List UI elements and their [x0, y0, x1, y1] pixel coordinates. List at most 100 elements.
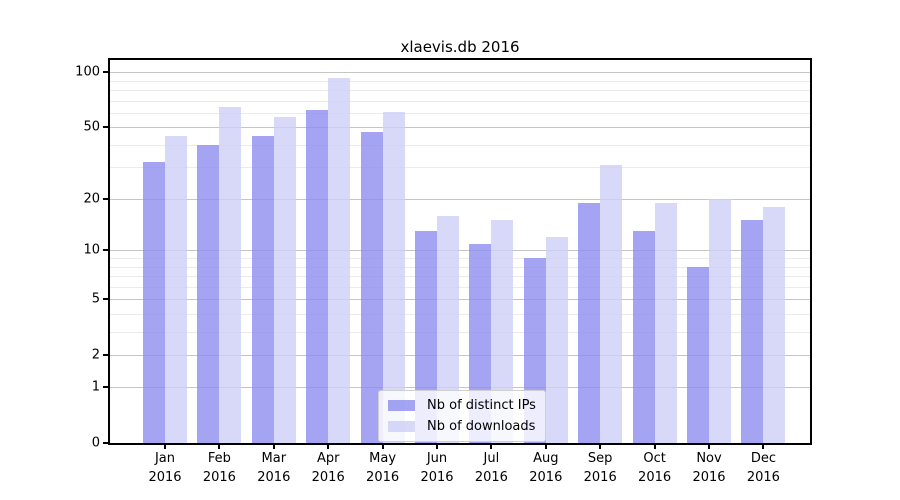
legend: Nb of distinct IPs Nb of downloads: [378, 390, 546, 442]
x-tick-mark: [653, 445, 656, 449]
y-tick-mark: [103, 249, 108, 252]
x-tick-label: Aug 2016: [516, 449, 576, 487]
x-tick-mark: [762, 445, 765, 449]
major-gridline: [110, 250, 810, 252]
x-tick-year: 2016: [420, 470, 454, 485]
minor-gridline: [110, 331, 810, 333]
minor-gridline: [110, 100, 810, 102]
x-tick-mark: [272, 445, 275, 449]
x-tick-year: 2016: [366, 470, 400, 485]
plot-area: [110, 60, 810, 443]
x-tick-label: Mar 2016: [244, 449, 304, 487]
minor-gridline: [110, 90, 810, 92]
bar-nb-of-distinct-ips-dec: [741, 220, 764, 443]
bar-nb-of-downloads-jun: [437, 215, 459, 443]
bar-nb-of-downloads-mar: [273, 117, 296, 443]
x-tick-label: Feb 2016: [189, 449, 249, 487]
x-tick-month: Feb: [207, 451, 231, 466]
bar-nb-of-downloads-jul: [491, 220, 514, 443]
major-gridline: [110, 198, 810, 200]
x-tick-month: Apr: [316, 451, 340, 466]
bar-nb-of-downloads-apr: [328, 78, 351, 443]
bar-nb-of-downloads-aug: [545, 237, 568, 443]
x-tick-mark: [164, 445, 166, 449]
legend-label: Nb of downloads: [427, 419, 536, 434]
y-tick-label: 50: [83, 119, 100, 135]
x-tick-mark: [490, 445, 493, 449]
x-tick-mark: [544, 445, 547, 449]
legend-row: Nb of distinct IPs: [388, 398, 536, 413]
x-tick-mark: [708, 445, 710, 449]
minor-gridline: [110, 144, 810, 146]
bar-nb-of-downloads-nov: [709, 198, 731, 443]
x-tick-mark: [436, 445, 438, 449]
bar-nb-of-distinct-ips-oct: [632, 231, 655, 443]
plot-border: [108, 58, 812, 445]
x-tick-year: 2016: [692, 470, 726, 485]
bar-nb-of-downloads-dec: [763, 206, 786, 443]
minor-gridline: [110, 167, 810, 169]
bar-nb-of-downloads-may: [382, 111, 405, 443]
x-tick-month: Jun: [426, 451, 448, 466]
x-tick-label: Nov 2016: [679, 449, 739, 487]
x-tick-label: Jan 2016: [135, 449, 195, 487]
bar-nb-of-distinct-ips-nov: [687, 266, 709, 443]
minor-gridline: [110, 286, 810, 288]
y-tick-mark: [103, 71, 108, 74]
x-tick-year: 2016: [202, 470, 236, 485]
x-tick-year: 2016: [746, 470, 780, 485]
x-tick-label: May 2016: [353, 449, 413, 487]
x-tick-month: Jul: [483, 451, 500, 466]
bar-nb-of-downloads-feb: [219, 106, 242, 443]
x-tick-mark: [218, 445, 221, 449]
bar-nb-of-distinct-ips-sep: [578, 202, 601, 443]
x-tick-label: Apr 2016: [298, 449, 358, 487]
x-tick-month: Oct: [643, 451, 666, 466]
y-tick-label: 0: [91, 435, 100, 451]
minor-gridline: [110, 276, 810, 278]
x-tick-year: 2016: [257, 470, 291, 485]
legend-label: Nb of distinct IPs: [427, 398, 536, 413]
y-tick-mark: [103, 386, 108, 389]
y-tick-mark: [103, 353, 108, 356]
x-tick-year: 2016: [148, 470, 182, 485]
bar-nb-of-distinct-ips-apr: [306, 110, 329, 443]
x-tick-year: 2016: [583, 470, 617, 485]
y-tick-mark: [103, 298, 108, 301]
x-tick-label: Sep 2016: [570, 449, 630, 487]
x-tick-month: Jan: [154, 451, 176, 466]
x-tick-year: 2016: [311, 470, 345, 485]
x-tick-month: Sep: [587, 451, 613, 466]
bar-nb-of-downloads-oct: [654, 202, 677, 443]
major-gridline: [110, 299, 810, 301]
y-tick-label: 2: [91, 347, 100, 363]
y-tick-label: 10: [83, 242, 100, 258]
x-tick-mark: [599, 445, 602, 449]
bar-nb-of-downloads-sep: [600, 164, 623, 443]
y-tick-label: 5: [91, 291, 100, 307]
bar-nb-of-distinct-ips-jan: [143, 162, 165, 443]
legend-row: Nb of downloads: [388, 419, 536, 434]
y-tick-mark: [103, 126, 108, 129]
y-tick-label: 100: [75, 64, 100, 80]
y-tick-mark: [103, 442, 108, 444]
x-tick-mark: [381, 445, 384, 449]
major-gridline: [110, 354, 810, 356]
minor-gridline: [110, 266, 810, 268]
x-tick-label: Jul 2016: [461, 449, 521, 487]
legend-swatch-nb-of-downloads: [388, 421, 415, 432]
bar-nb-of-distinct-ips-may: [360, 132, 383, 443]
x-tick-year: 2016: [474, 470, 508, 485]
minor-gridline: [110, 80, 810, 82]
x-tick-month: Aug: [533, 451, 559, 466]
minor-gridline: [110, 313, 810, 315]
minor-gridline: [110, 112, 810, 114]
x-tick-mark: [327, 445, 330, 449]
x-tick-label: Dec 2016: [733, 449, 793, 487]
bar-nb-of-distinct-ips-feb: [197, 144, 220, 443]
major-gridline: [110, 387, 810, 389]
x-tick-month: Mar: [261, 451, 287, 466]
y-tick-mark: [103, 197, 108, 200]
major-gridline: [110, 127, 810, 129]
